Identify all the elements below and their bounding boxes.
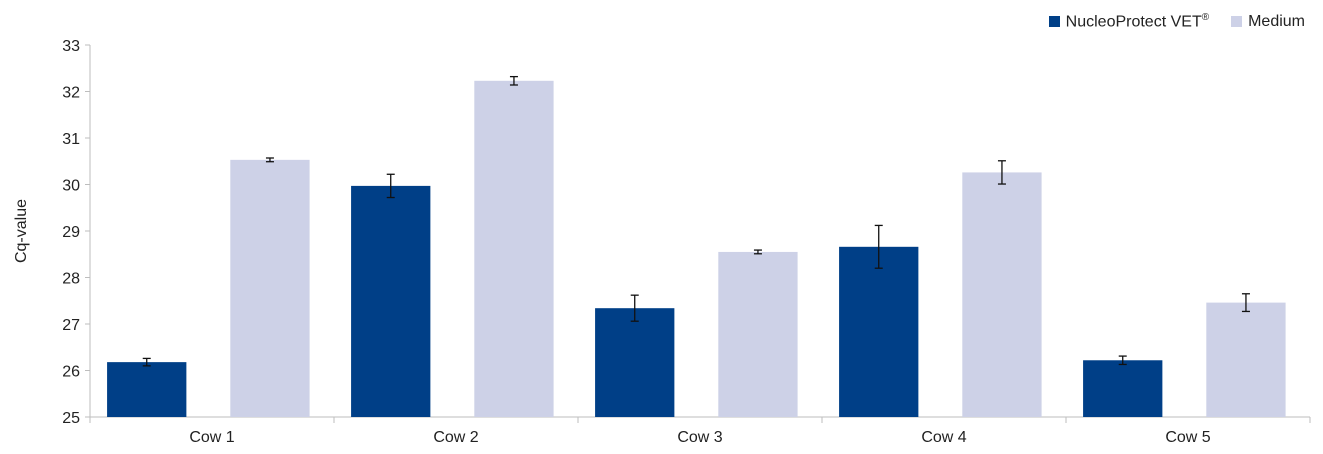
bar-series-1-cow-2 — [351, 185, 431, 417]
bars — [107, 75, 1286, 418]
y-axis: 25 26 27 28 29 30 31 32 33 — [62, 38, 91, 427]
legend-item-series-2: Medium — [1231, 13, 1305, 31]
x-tick-label: Cow 1 — [189, 429, 234, 446]
y-tick-label: 29 — [62, 224, 80, 241]
y-tick-label: 32 — [62, 85, 80, 102]
legend-label-series-2: Medium — [1248, 12, 1305, 30]
y-tick-label: 26 — [62, 364, 80, 381]
legend-swatch-series-2 — [1231, 16, 1243, 28]
y-tick-label: 27 — [62, 317, 80, 334]
y-tick-label: 28 — [62, 271, 80, 288]
legend-swatch-series-1 — [1048, 16, 1060, 28]
x-tick-label: Cow 3 — [677, 429, 722, 446]
bar-series-1-cow-1 — [107, 362, 187, 417]
bar-series-1-cow-4 — [839, 246, 919, 417]
x-tick-label: Cow 5 — [1165, 429, 1210, 446]
legend-item-series-1: NucleoProtect VET® — [1048, 12, 1210, 31]
bar-series-1-cow-3 — [595, 308, 675, 417]
bar-series-2-cow-3 — [718, 251, 798, 417]
y-tick-label: 30 — [62, 178, 80, 195]
x-tick-label: Cow 2 — [433, 429, 478, 446]
bar-series-2-cow-2 — [474, 80, 554, 418]
x-tick-label: Cow 4 — [921, 429, 966, 446]
legend-label-series-1: NucleoProtect VET® — [1065, 12, 1210, 31]
bar-series-2-cow-1 — [230, 159, 310, 418]
y-axis-title: Cq-value — [13, 199, 30, 263]
bar-series-2-cow-4 — [962, 172, 1042, 417]
y-tick-label: 33 — [62, 38, 80, 55]
y-tick-label: 31 — [62, 131, 80, 148]
x-axis: Cow 1 Cow 2 Cow 3 Cow 4 Cow 5 — [89, 416, 1311, 446]
bar-series-2-cow-5 — [1206, 302, 1286, 417]
bar-series-1-cow-5 — [1083, 360, 1163, 417]
legend: NucleoProtect VET® Medium — [1027, 12, 1305, 31]
y-tick-label: 25 — [62, 410, 80, 427]
